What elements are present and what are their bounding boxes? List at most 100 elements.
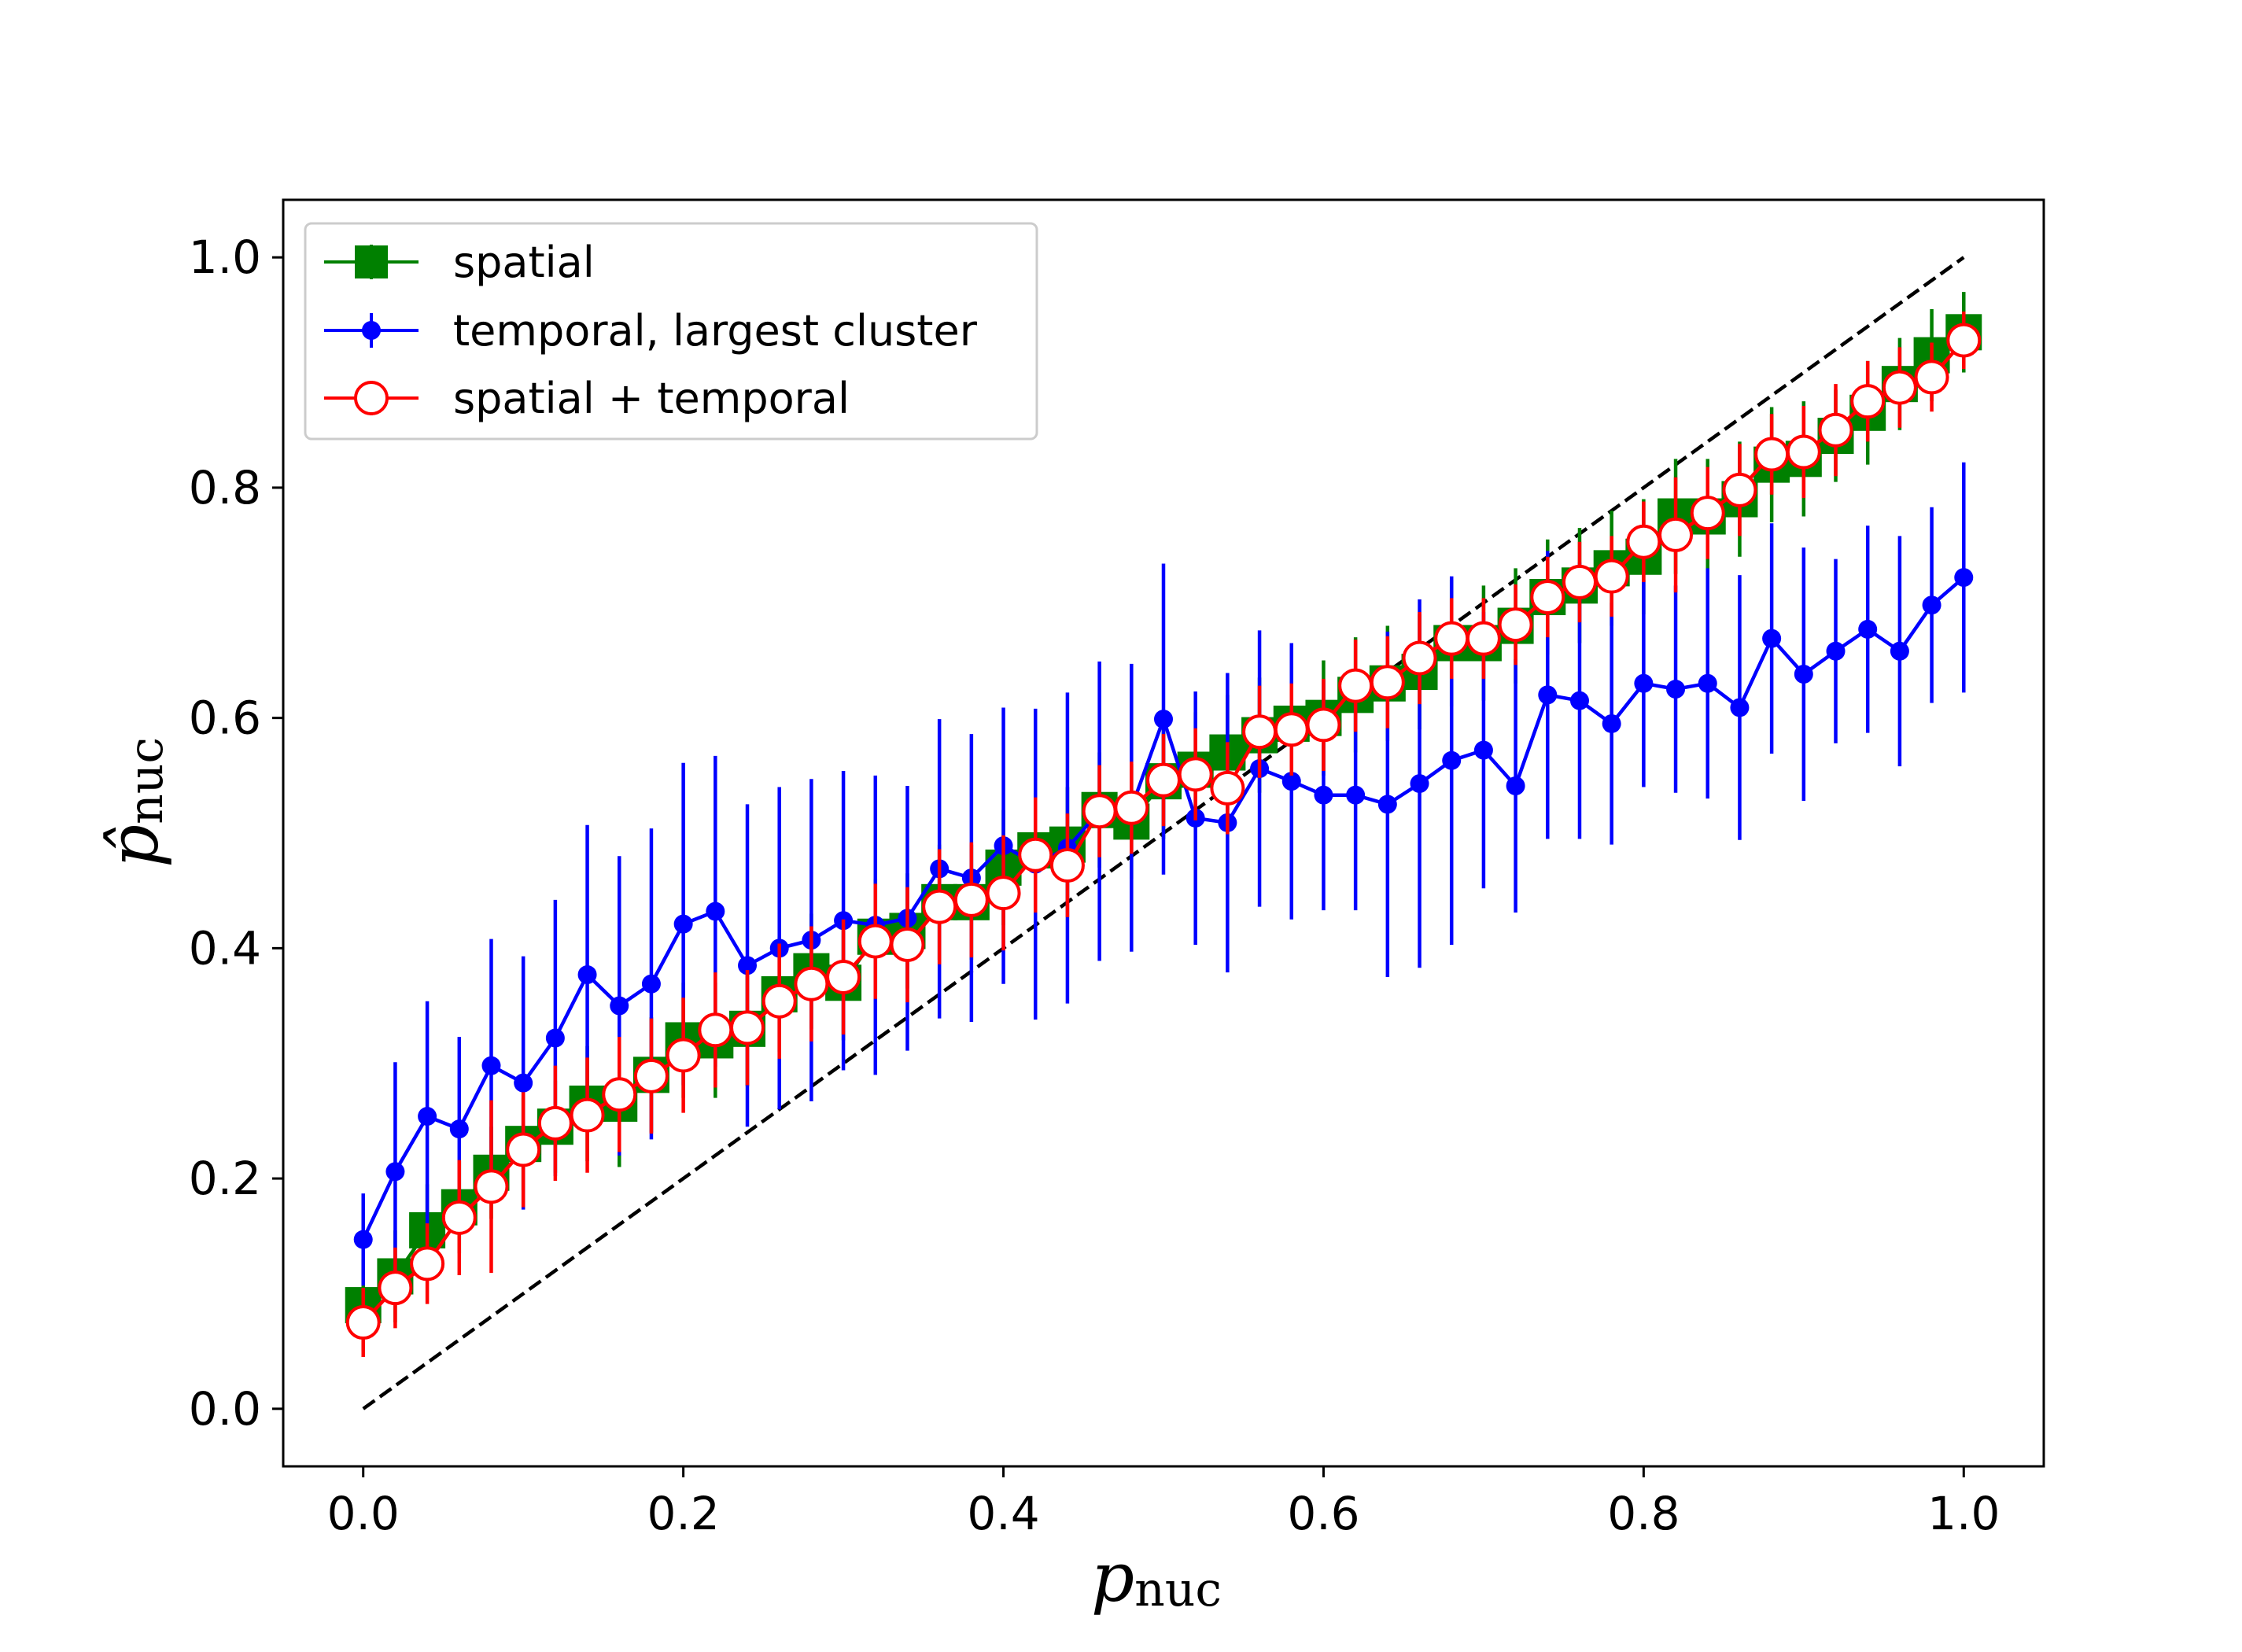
data-point-circle xyxy=(1666,680,1686,699)
data-point-open-circle xyxy=(1274,712,1309,747)
data-point-circle xyxy=(577,965,597,985)
data-point-circle xyxy=(1377,795,1397,814)
y-tick-label: 0.6 xyxy=(189,691,261,745)
data-point-open-circle xyxy=(1754,437,1790,472)
data-point-open-circle xyxy=(1434,621,1469,656)
data-point-open-circle xyxy=(1114,790,1149,825)
data-point-open-circle xyxy=(602,1077,637,1112)
data-point-circle xyxy=(1442,750,1462,770)
legend-box xyxy=(304,222,1038,441)
data-point-open-circle xyxy=(1082,794,1117,829)
data-point-open-circle xyxy=(1914,360,1949,395)
y-axis-label-sub: nuc xyxy=(119,737,174,824)
data-point-circle xyxy=(1730,698,1750,717)
data-point-open-circle xyxy=(1594,559,1629,594)
axes-border xyxy=(282,198,2045,1468)
axis-labels: pnuc p̂nuc xyxy=(95,737,1222,1617)
data-point-circle xyxy=(1538,685,1558,705)
data-point-circle xyxy=(706,902,725,921)
y-axis-label-main: p̂ xyxy=(95,824,174,868)
data-point-open-circle xyxy=(1626,524,1661,559)
legend-entry-spatial-temporal: spatial + temporal xyxy=(324,374,850,423)
data-point-open-circle xyxy=(1562,564,1597,599)
data-point-open-circle xyxy=(953,882,989,917)
data-point-open-circle xyxy=(857,924,893,959)
x-tick-label: 0.6 xyxy=(1287,1487,1359,1540)
data-point-open-circle xyxy=(1018,837,1053,872)
data-point-circle xyxy=(673,914,693,934)
data-point-circle xyxy=(418,1107,437,1127)
data-point-circle xyxy=(1794,665,1813,684)
y-tick-label: 1.0 xyxy=(189,230,261,284)
axis-ticks: 0.0 0.2 0.4 0.6 0.8 1.0 0.0 0.2 0.4 0.6 0.8 1.0 xyxy=(189,230,2000,1540)
data-point-open-circle xyxy=(1049,847,1085,883)
data-point-circle xyxy=(1154,710,1173,729)
data-point-circle xyxy=(738,956,758,975)
data-point-circle xyxy=(610,996,629,1016)
data-point-circle xyxy=(1602,714,1621,733)
legend-open-circle-marker xyxy=(354,381,389,415)
legend-entry-spatial: spatial xyxy=(324,238,595,287)
data-point-circle xyxy=(1634,673,1654,693)
data-point-open-circle xyxy=(1690,496,1725,531)
legend-square-marker xyxy=(355,245,388,278)
data-point-open-circle xyxy=(1306,707,1341,743)
data-point-open-circle xyxy=(1530,579,1565,614)
legend-label-spatial: spatial xyxy=(453,238,595,287)
data-point-open-circle xyxy=(730,1010,765,1045)
data-point-open-circle xyxy=(1242,714,1278,750)
data-point-open-circle xyxy=(1178,757,1213,792)
data-point-open-circle xyxy=(1658,517,1694,552)
y-tick-label: 0.2 xyxy=(189,1152,261,1205)
y-tick-label: 0.0 xyxy=(189,1382,261,1436)
y-tick-label: 0.4 xyxy=(189,921,261,975)
legend: spatial temporal, largest cluster spatia… xyxy=(304,222,1038,441)
data-point-circle xyxy=(1922,596,1941,615)
data-point-open-circle xyxy=(1850,384,1886,419)
y-tick-label: 0.8 xyxy=(189,461,261,514)
data-point-open-circle xyxy=(570,1097,605,1133)
data-point-open-circle xyxy=(633,1058,669,1093)
data-point-circle xyxy=(1858,619,1878,639)
data-point-open-circle xyxy=(1786,434,1821,470)
data-point-circle xyxy=(1762,629,1782,648)
x-axis-label-main: p xyxy=(1091,1539,1134,1617)
axes-frame xyxy=(282,198,2045,1468)
x-tick-label: 0.2 xyxy=(647,1487,720,1540)
data-point-circle xyxy=(641,974,661,994)
data-point-open-circle xyxy=(1466,621,1501,656)
data-point-open-circle xyxy=(1946,323,1982,358)
data-point-circle xyxy=(353,1230,373,1249)
data-point-circle xyxy=(1410,774,1429,794)
data-point-circle xyxy=(1314,785,1333,805)
data-point-open-circle xyxy=(474,1169,509,1204)
x-tick-label: 0.0 xyxy=(327,1487,400,1540)
data-point-open-circle xyxy=(410,1246,445,1281)
data-point-circle xyxy=(481,1056,501,1075)
data-point-open-circle xyxy=(1370,665,1405,700)
data-point-circle xyxy=(385,1162,405,1182)
data-point-open-circle xyxy=(1146,762,1181,798)
data-point-open-circle xyxy=(1338,668,1374,703)
y-axis-label: p̂nuc xyxy=(95,737,174,868)
legend-circle-marker xyxy=(362,321,381,340)
series-2 xyxy=(345,311,1982,1357)
legend-label-temporal: temporal, largest cluster xyxy=(453,306,978,356)
data-point-circle xyxy=(514,1073,533,1093)
x-axis-label: pnuc xyxy=(1091,1539,1222,1617)
data-point-circle xyxy=(1890,641,1909,661)
data-point-open-circle xyxy=(698,1012,733,1048)
x-tick-label: 0.4 xyxy=(967,1487,1039,1540)
data-point-circle xyxy=(1826,641,1846,661)
data-point-circle xyxy=(545,1028,565,1048)
data-point-open-circle xyxy=(1818,412,1853,448)
data-point-open-circle xyxy=(1882,370,1917,405)
data-point-open-circle xyxy=(986,876,1021,911)
data-point-open-circle xyxy=(441,1200,477,1235)
data-point-circle xyxy=(1569,691,1589,710)
data-point-open-circle xyxy=(506,1132,541,1167)
legend-entry-temporal: temporal, largest cluster xyxy=(324,306,978,356)
plot-area xyxy=(345,256,1982,1410)
data-point-open-circle xyxy=(922,889,957,924)
